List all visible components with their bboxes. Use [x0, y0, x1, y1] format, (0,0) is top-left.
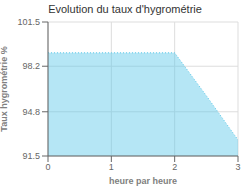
html-text:Evolution du taux d'hygrométri: Evolution du taux d'hygrométrie: [48, 3, 202, 15]
svg-text:3: 3: [235, 162, 240, 172]
svg-text:heure par heure: heure par heure: [109, 176, 177, 186]
svg-text:0: 0: [45, 162, 50, 172]
svg-text:91.5: 91.5: [22, 151, 40, 161]
svg-text:1: 1: [109, 162, 114, 172]
svg-text:2: 2: [172, 162, 177, 172]
svg-text:94.8: 94.8: [22, 107, 40, 117]
svg-text:Taux hygrométrie %: Taux hygrométrie %: [8, 46, 9, 131]
svg-text:101.5: 101.5: [17, 18, 40, 27]
svg-text:98.2: 98.2: [22, 61, 40, 71]
